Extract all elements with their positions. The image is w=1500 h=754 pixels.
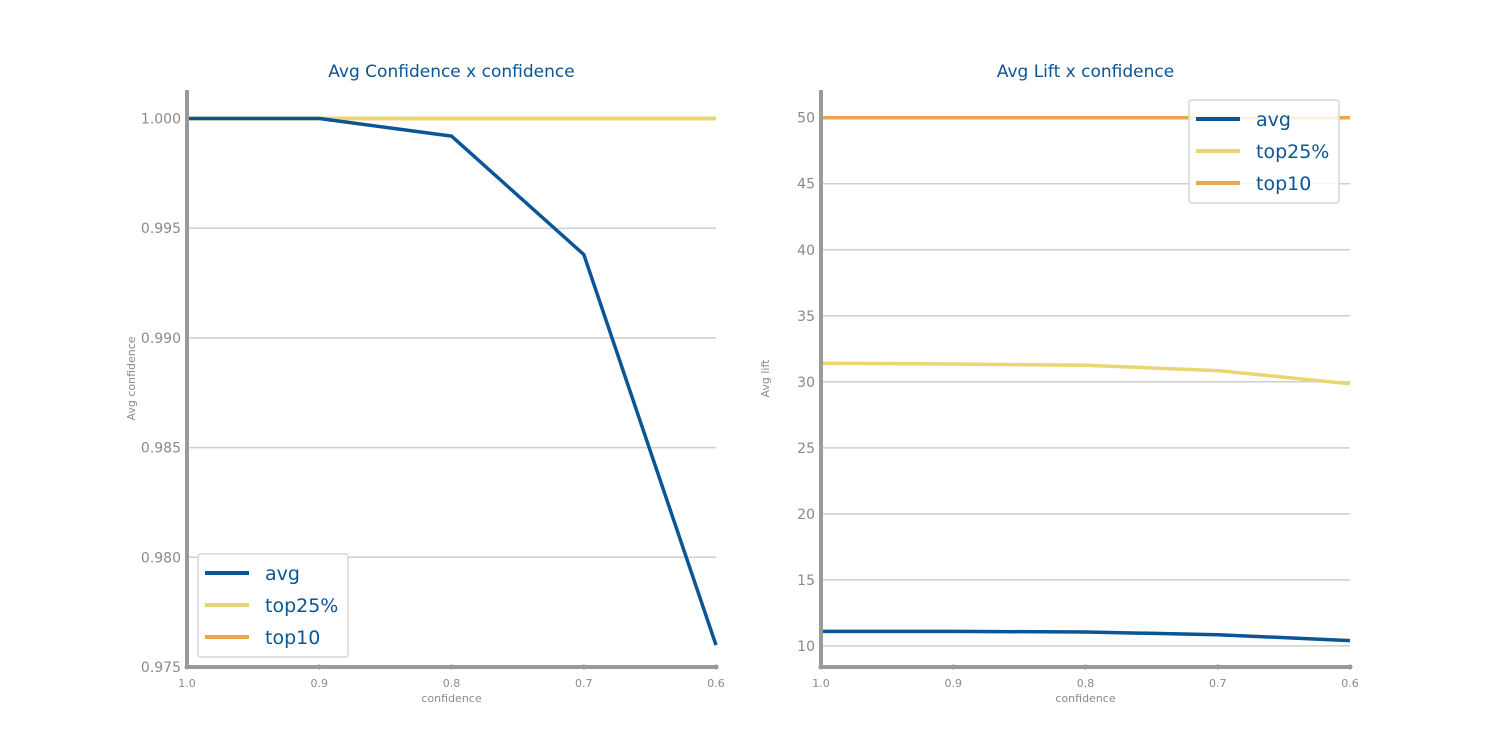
- y-tick-label: 0.995: [141, 221, 181, 237]
- y-tick-label: 40: [797, 243, 815, 259]
- x-tick-mark: [818, 664, 824, 670]
- y-tick-label: 45: [797, 177, 815, 193]
- x-tick-label: 1.0: [178, 677, 196, 690]
- x-tick-mark: [1215, 664, 1221, 670]
- legend-label: top25%: [265, 595, 338, 617]
- x-tick-mark: [449, 664, 454, 670]
- y-tick-label: 10: [797, 639, 815, 655]
- chart-title: Avg Confidence x confidence: [328, 62, 574, 82]
- y-tick-label: 50: [797, 111, 815, 127]
- y-tick-label: 0.985: [141, 441, 181, 457]
- legend-label: top10: [265, 627, 320, 649]
- y-tick-label: 0.980: [141, 550, 181, 566]
- y-tick-label: 1.000: [141, 112, 181, 128]
- x-tick-mark: [1347, 664, 1353, 670]
- series-line-top25pct: [820, 361, 1351, 386]
- y-tick-label: 35: [797, 309, 815, 325]
- x-tick-label: 0.6: [1341, 677, 1359, 690]
- x-axis-label: confidence: [421, 692, 481, 705]
- legend-box: [197, 553, 349, 658]
- legend-label: top25%: [1256, 141, 1329, 163]
- y-tick-label: 0.975: [141, 660, 181, 676]
- x-tick-label: 0.6: [707, 677, 725, 690]
- x-tick-label: 0.7: [575, 677, 593, 690]
- x-tick-mark: [950, 664, 956, 670]
- y-tick-label: 25: [797, 441, 815, 457]
- series-line-avg: [821, 629, 1351, 643]
- x-tick-label: 0.9: [945, 677, 963, 690]
- x-tick-mark: [581, 664, 587, 670]
- legend-label: avg: [265, 563, 300, 585]
- chart-title: Avg Lift x confidence: [997, 62, 1174, 82]
- x-tick-label: 0.7: [1209, 677, 1227, 690]
- legend: avg top25% top10: [1188, 99, 1340, 204]
- legend-label: avg: [1256, 109, 1291, 131]
- legend-label: top10: [1256, 173, 1311, 195]
- x-tick-mark: [316, 664, 322, 670]
- y-axis-label: Avg confidence: [125, 336, 138, 420]
- x-tick-label: 0.8: [443, 677, 461, 690]
- legend-box: [1188, 99, 1340, 204]
- series-line-avg: [187, 116, 718, 646]
- chart-panel-1: Avg Confidence x confidence 0.975 0.980 0.9…: [125, 62, 725, 705]
- y-axis-label: Avg lift: [759, 359, 772, 398]
- x-tick-label: 0.9: [311, 677, 329, 690]
- x-tick-label: 1.0: [812, 677, 830, 690]
- x-tick-mark: [713, 664, 719, 670]
- x-tick-mark: [1083, 664, 1088, 670]
- y-tick-label: 15: [797, 573, 815, 589]
- y-tick-label: 30: [797, 375, 815, 391]
- y-tick-label: 0.990: [141, 331, 181, 347]
- y-tick-label: 20: [797, 507, 815, 523]
- legend: avg top25% top10: [197, 553, 349, 658]
- x-tick-label: 0.8: [1077, 677, 1095, 690]
- x-tick-mark: [184, 664, 190, 670]
- x-axis-label: confidence: [1055, 692, 1115, 705]
- chart-panel-2: Avg Lift x confidence 10 15 20 25 30 35 40 45 50 1…: [759, 62, 1359, 705]
